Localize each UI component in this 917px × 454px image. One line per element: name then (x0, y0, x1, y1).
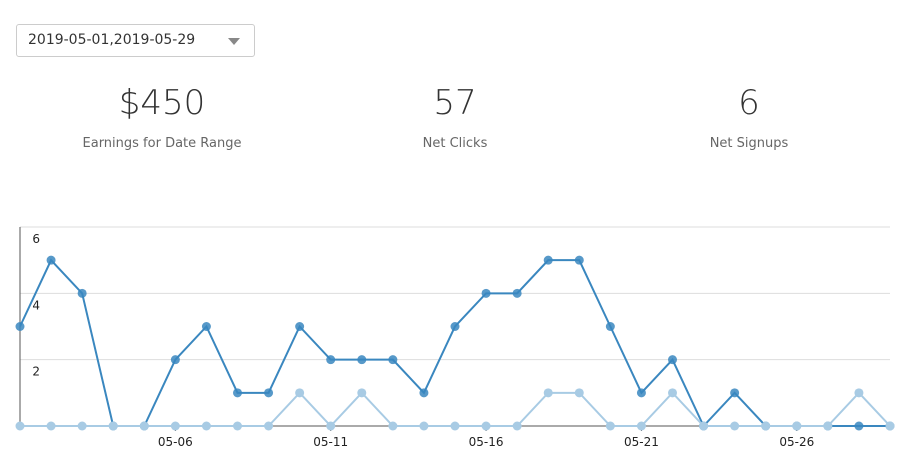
data-point (730, 421, 740, 431)
data-point (264, 388, 274, 398)
data-point (201, 322, 211, 331)
data-point (854, 421, 864, 431)
data-point (512, 288, 522, 298)
x-tick-label: 05-21 (624, 435, 659, 449)
date-range-dropdown[interactable]: 2019-05-01,2019-05-29 (16, 24, 255, 57)
x-tick-label: 05-26 (779, 435, 814, 449)
data-point (450, 421, 460, 431)
data-point (792, 421, 802, 431)
data-point (481, 288, 491, 298)
data-point (264, 421, 274, 431)
data-point (605, 421, 615, 431)
data-point (77, 288, 87, 298)
date-range-text: 2019-05-01,2019-05-29 (28, 32, 196, 48)
data-point (357, 355, 367, 365)
data-point (201, 421, 211, 431)
data-point (388, 355, 398, 365)
series-line (20, 391, 891, 428)
stat-value: 57 (433, 83, 477, 123)
data-point (543, 388, 553, 398)
data-point (419, 388, 429, 398)
data-point (295, 388, 305, 398)
data-point (605, 322, 615, 331)
stat: 57 Net Clicks (325, 80, 585, 151)
y-tick-label: 4 (32, 298, 40, 312)
stat-label: Earnings for Date Range (82, 136, 242, 151)
data-point (108, 421, 118, 431)
data-point (668, 388, 677, 398)
data-point (15, 421, 25, 431)
data-point (139, 421, 149, 431)
y-tick-label: 2 (32, 365, 40, 379)
data-point (326, 355, 336, 365)
data-point (699, 421, 709, 431)
data-point (295, 322, 305, 331)
data-point (46, 255, 56, 265)
data-point (512, 421, 522, 431)
data-point (450, 322, 460, 331)
data-point (233, 388, 242, 398)
data-point (574, 388, 584, 398)
data-point (419, 421, 429, 431)
data-point (388, 421, 398, 431)
stat: $450 Earnings for Date Range (32, 80, 292, 151)
data-point (170, 355, 180, 365)
data-point (854, 388, 864, 398)
stat-label: Net Signups (709, 136, 789, 151)
x-tick-label: 05-16 (469, 435, 504, 449)
stat: 6 Net Signups (619, 80, 879, 151)
data-point (543, 255, 553, 265)
data-point (233, 421, 242, 431)
y-tick-label: 6 (32, 232, 40, 246)
data-point (668, 355, 677, 365)
data-point (761, 421, 771, 431)
x-tick-label: 05-06 (158, 435, 193, 449)
data-point (357, 388, 367, 398)
data-point (730, 388, 740, 398)
data-point (15, 322, 25, 331)
data-point (77, 421, 87, 431)
caret (228, 38, 240, 45)
data-point (823, 421, 833, 431)
data-point (481, 421, 491, 431)
data-point (574, 255, 584, 265)
data-point (46, 421, 56, 431)
data-point (326, 421, 336, 431)
data-point (885, 421, 895, 431)
data-point (636, 421, 646, 431)
stat-label: Net Clicks (422, 136, 488, 151)
stat-value: 6 (738, 83, 760, 123)
x-tick-label: 05-11 (313, 435, 348, 449)
series-line (19, 258, 890, 428)
data-point (170, 421, 180, 431)
stat-value: $450 (118, 83, 206, 123)
data-point (636, 388, 646, 398)
